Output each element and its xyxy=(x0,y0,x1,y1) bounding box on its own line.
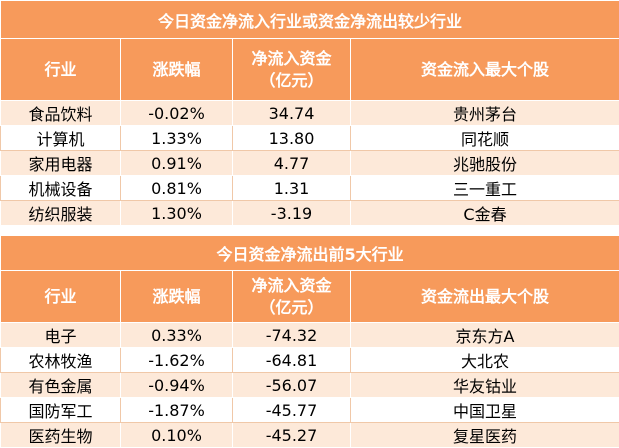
cell: 1.33% xyxy=(120,125,233,151)
data-row: 食品饮料 -0.02% 34.74 贵州茅台 xyxy=(0,100,619,126)
cell: -1.62% xyxy=(120,347,233,373)
header-row: 行业 涨跌幅 净流入资金（亿元） 资金流入最大个股 xyxy=(0,38,619,101)
cell: 复星医药 xyxy=(349,422,619,448)
cell: 农林牧渔 xyxy=(0,347,121,373)
table: 今日资金净流入行业或资金净流出较少行业 行业 涨跌幅 净流入资金（亿元） 资金流入最大个… xyxy=(0,0,619,226)
cell: -45.27 xyxy=(232,422,351,448)
cell: 纺织服装 xyxy=(0,200,121,226)
cell: 0.91% xyxy=(120,150,233,176)
cell: 0.81% xyxy=(120,175,233,201)
cell: -0.94% xyxy=(120,372,233,398)
header-cell: 净流入资金（亿元） xyxy=(232,270,351,323)
table-title: 今日资金净流出前5大行业 xyxy=(0,235,619,271)
header-cell: 涨跌幅 xyxy=(120,270,233,323)
cell: 京东方A xyxy=(349,322,619,348)
cell: -1.87% xyxy=(120,397,233,423)
table: 今日资金净流出前5大行业 行业 涨跌幅 净流入资金（亿元） 资金流出最大个股 电子 0.33… xyxy=(0,235,619,448)
cell: 中国卫星 xyxy=(349,397,619,423)
cell: 大北农 xyxy=(349,347,619,373)
data-row: 有色金属 -0.94% -56.07 华友钴业 xyxy=(0,372,619,398)
title-row: 今日资金净流出前5大行业 xyxy=(0,235,619,271)
data-row: 机械设备 0.81% 1.31 三一重工 xyxy=(0,175,619,201)
cell: 电子 xyxy=(0,322,121,348)
data-row: 医药生物 0.10% -45.27 复星医药 xyxy=(0,422,619,448)
header-cell: 资金流入最大个股 xyxy=(349,38,619,101)
cell: -3.19 xyxy=(232,200,351,226)
cell: 食品饮料 xyxy=(0,100,121,126)
header-row: 行业 涨跌幅 净流入资金（亿元） 资金流出最大个股 xyxy=(0,270,619,323)
header-cell: 涨跌幅 xyxy=(120,38,233,101)
data-row: 国防军工 -1.87% -45.77 中国卫星 xyxy=(0,397,619,423)
cell: -74.32 xyxy=(232,322,351,348)
header-cell: 行业 xyxy=(0,38,121,101)
data-row: 家用电器 0.91% 4.77 兆驰股份 xyxy=(0,150,619,176)
data-row: 电子 0.33% -74.32 京东方A xyxy=(0,322,619,348)
cell: 有色金属 xyxy=(0,372,121,398)
cell: 医药生物 xyxy=(0,422,121,448)
cell: 同花顺 xyxy=(349,125,619,151)
cell: -45.77 xyxy=(232,397,351,423)
cell: 国防军工 xyxy=(0,397,121,423)
header-cell: 资金流出最大个股 xyxy=(349,270,619,323)
cell: 贵州茅台 xyxy=(349,100,619,126)
cell: 1.31 xyxy=(232,175,351,201)
cell: 0.33% xyxy=(120,322,233,348)
data-row: 农林牧渔 -1.62% -64.81 大北农 xyxy=(0,347,619,373)
cell: 4.77 xyxy=(232,150,351,176)
cell: 34.74 xyxy=(232,100,351,126)
header-cell: 净流入资金（亿元） xyxy=(232,38,351,101)
cell: 1.30% xyxy=(120,200,233,226)
cell: -0.02% xyxy=(120,100,233,126)
cell: 计算机 xyxy=(0,125,121,151)
cell: C金春 xyxy=(349,200,619,226)
cell: -56.07 xyxy=(232,372,351,398)
table-title: 今日资金净流入行业或资金净流出较少行业 xyxy=(0,0,619,39)
data-row: 纺织服装 1.30% -3.19 C金春 xyxy=(0,200,619,226)
title-row: 今日资金净流入行业或资金净流出较少行业 xyxy=(0,0,619,39)
cell: -64.81 xyxy=(232,347,351,373)
cell: 机械设备 xyxy=(0,175,121,201)
cell: 三一重工 xyxy=(349,175,619,201)
cell: 华友钴业 xyxy=(349,372,619,398)
cell: 兆驰股份 xyxy=(349,150,619,176)
cell: 0.10% xyxy=(120,422,233,448)
data-row: 计算机 1.33% 13.80 同花顺 xyxy=(0,125,619,151)
cell: 家用电器 xyxy=(0,150,121,176)
cell: 13.80 xyxy=(232,125,351,151)
header-cell: 行业 xyxy=(0,270,121,323)
